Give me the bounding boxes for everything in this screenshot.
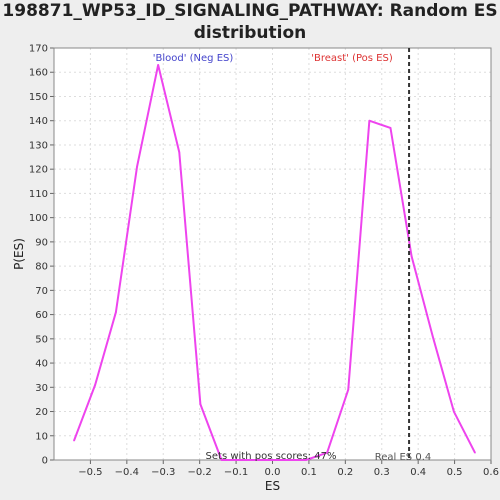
x-tick-label: −0.3 [151, 467, 175, 478]
y-tick-label: 80 [35, 262, 48, 273]
es-data-point [241, 459, 244, 461]
x-axis-label: ES [265, 479, 280, 493]
real-es-label: Real ES 0.4 [375, 452, 431, 463]
y-tick-label: 60 [35, 310, 48, 321]
neg-es-label: 'Blood' (Neg ES) [153, 53, 234, 64]
chart-title: 198871_WP53_ID_SIGNALING_PATHWAY: Random… [0, 0, 500, 44]
y-tick-label: 0 [42, 456, 48, 467]
es-data-point [220, 459, 223, 461]
y-tick-label: 150 [29, 92, 48, 103]
y-tick-label: 40 [35, 359, 48, 370]
y-tick-label: 100 [29, 213, 48, 224]
x-tick-label: 0.5 [447, 467, 463, 478]
y-tick-label: 110 [29, 189, 48, 200]
es-data-point [389, 127, 392, 129]
x-tick-label: 0.3 [374, 467, 390, 478]
y-tick-label: 120 [29, 165, 48, 176]
y-tick-label: 70 [35, 286, 48, 297]
pos-es-label: 'Breast' (Pos ES) [311, 53, 393, 64]
x-tick-label: −0.4 [115, 467, 139, 478]
x-tick-label: −0.2 [188, 467, 212, 478]
es-data-point [157, 64, 159, 66]
es-data-point [410, 255, 413, 258]
x-tick-label: −0.5 [78, 467, 102, 478]
y-tick-label: 170 [29, 44, 48, 55]
es-data-point [94, 384, 96, 386]
y-tick-label: 140 [29, 116, 48, 127]
chart-title-line-2: distribution [193, 23, 307, 43]
es-data-point [178, 151, 181, 154]
es-data-point [305, 459, 307, 461]
es-data-point [453, 410, 455, 413]
chart-title-line-1: 198871_WP53_ID_SIGNALING_PATHWAY: Random… [2, 1, 498, 21]
x-tick-label: 0.4 [410, 467, 426, 478]
pos-scores-label: Sets with pos scores: 47% [206, 451, 337, 462]
y-tick-label: 30 [35, 383, 48, 394]
es-data-point [431, 335, 434, 338]
es-data-point [73, 439, 75, 442]
es-data-point [326, 451, 328, 454]
y-axis-ticks: 0 10 20 30 40 50 60 70 80 90 100 110 120 130 140 150 160… [29, 44, 54, 467]
x-tick-label: 0.2 [337, 467, 353, 478]
x-tick-label: −0.1 [224, 467, 248, 478]
y-tick-label: 160 [29, 68, 48, 79]
es-data-point [347, 388, 350, 391]
x-tick-label: 0.0 [265, 467, 281, 478]
es-data-point [368, 119, 371, 122]
y-tick-label: 90 [35, 237, 48, 248]
es-data-point [136, 165, 138, 168]
y-tick-label: 20 [35, 407, 48, 418]
x-axis-ticks: −0.5 −0.4 −0.3 −0.2 −0.1 0.0 0.1 0.2 0.3 0.4 0.5 0.… [78, 460, 499, 478]
y-tick-label: 50 [35, 334, 48, 345]
es-data-point [262, 459, 265, 461]
x-tick-label: 0.6 [483, 467, 499, 478]
es-data-point [284, 459, 286, 461]
es-data-point [474, 451, 476, 454]
x-tick-label: 0.1 [301, 467, 317, 478]
es-series-line [73, 63, 476, 461]
y-tick-label: 10 [35, 431, 48, 442]
y-axis-label: P(ES) [12, 238, 26, 270]
series-group [73, 63, 476, 461]
es-data-point [199, 403, 202, 406]
es-data-point [115, 311, 117, 313]
y-tick-label: 130 [29, 140, 48, 151]
